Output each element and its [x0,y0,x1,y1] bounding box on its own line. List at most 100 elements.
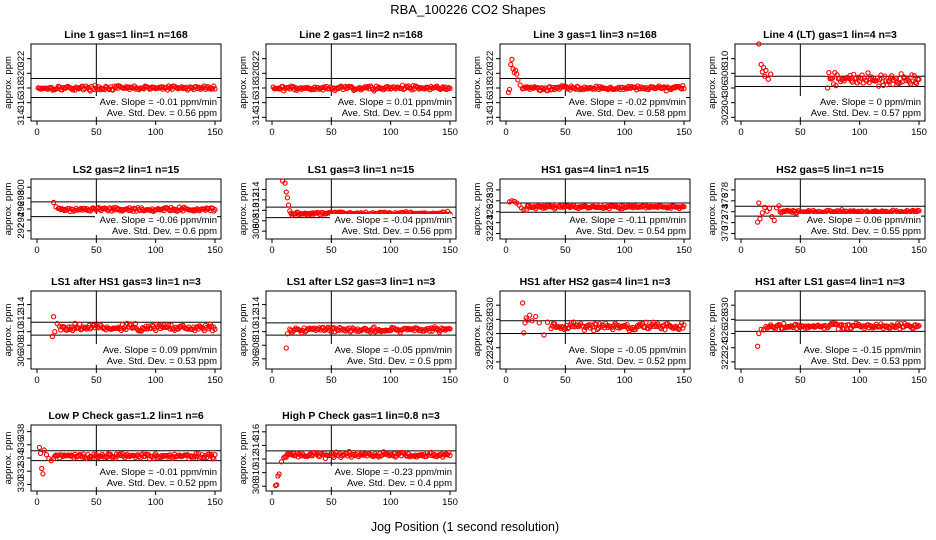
y-tick-label: 374 [720,204,731,220]
data-point [514,71,520,77]
slope: 0.09 [157,345,178,356]
y-tick-label: 306 [251,223,262,239]
std-dev-annotation: Ave. Std. Dev. = 0.5 ppm [347,356,452,367]
data-point [519,300,526,306]
data-point [897,79,903,86]
sd-label: Ave. Std. Dev. = [342,226,410,237]
data-point [595,86,602,93]
sd-unit: ppm [431,478,452,489]
slope-unit: ppm/min [647,97,686,108]
slope-unit: ppm/min [178,467,217,478]
plot-frame [499,43,691,122]
x-tick-label: 0 [738,245,743,256]
data-point [681,85,687,92]
y-tick-label: 326 [720,326,731,342]
y-tick-label: 310 [16,324,27,340]
y-axis-label: approx. ppm [238,56,249,109]
data-point [193,451,199,457]
y-tick-label: 322 [485,51,496,67]
data-point [911,72,917,79]
y-tick-label: 320 [485,65,496,81]
x-tick-label: 0 [34,127,39,138]
chart-panel-13: Low P Check gas=1.2 lin=1 n=6 approx. ppm… [3,410,223,508]
y-tick-label: 330 [485,297,496,313]
annotation-bg [330,96,452,117]
x-tick-label: 0 [503,375,508,386]
x-tick-label: 0 [738,127,743,138]
plot-frame [734,43,926,122]
data-point [876,83,882,89]
y-tick-label: 324 [720,340,731,356]
y-tick-label: 376 [720,193,731,209]
y-tick-label: 316 [16,95,27,111]
slope: -0.15 [858,345,882,356]
data-point [168,454,174,460]
data-point [80,451,86,457]
data-point [441,326,447,332]
y-axis-label: approx. ppm [238,432,249,485]
data-point [593,321,599,327]
y-tick-label: 312 [251,192,262,208]
y-tick-label: 308 [251,478,262,494]
slope-unit: ppm/min [413,467,452,478]
slope-annotation: Ave. Slope = -0.06 ppm/min [100,215,217,226]
data-point [624,204,630,210]
data-point [521,206,527,213]
data-point [541,332,547,338]
sd-label: Ave. Std. Dev. = [342,108,410,119]
x-tick-label: 150 [442,497,458,508]
data-point [681,204,687,210]
slope: -0.05 [623,345,647,356]
sd-unit: ppm [196,108,217,119]
sd-label: Ave. Std. Dev. = [811,226,879,237]
std-dev-annotation: Ave. Std. Dev. = 0.53 ppm [811,356,921,367]
x-tick-label: 100 [383,375,399,386]
annotation-bg [95,96,217,117]
sd-label: Ave. Std. Dev. = [576,356,644,367]
chart-panel-6: LS1 gas=3 lin=1 n=15 approx. ppm 0 50 100 150… [238,164,458,256]
sd: 0.56 [410,226,431,237]
data-point [325,324,331,331]
x-tick-label: 150 [676,127,692,138]
y-axis-label: approx. ppm [472,304,483,357]
y-tick-label: 314 [251,109,262,125]
panel-title: Line 4 (LT) gas=1 lin=4 n=3 [763,29,897,41]
slope: -0.01 [154,467,178,478]
x-tick-label: 150 [676,245,692,256]
slope-label: Ave. Slope = [100,467,154,478]
data-point [371,324,377,330]
y-axis-label: approx. ppm [3,432,14,485]
data-point [833,82,839,89]
slope-annotation: Ave. Slope = -0.15 ppm/min [804,345,921,356]
annotation-bg [95,466,217,487]
y-tick-label: 308 [251,337,262,353]
x-tick-label: 150 [207,127,223,138]
sd-unit: ppm [900,356,921,367]
y-tick-label: 308 [16,337,27,353]
x-tick-label: 50 [91,375,102,386]
data-point [506,86,513,93]
data-point [762,204,768,211]
annotation-bg [564,214,686,235]
data-point [212,206,218,213]
y-tick-label: 310 [720,51,731,67]
sd-label: Ave. Std. Dev. = [811,108,879,119]
y-tick-label: 300 [16,179,27,195]
data-point [37,450,44,457]
y-axis-label: approx. ppm [3,56,14,109]
slope-label: Ave. Slope = [820,97,874,108]
data-point [196,455,203,461]
data-point [868,74,875,80]
x-tick-label: 50 [795,245,806,256]
data-point [643,319,649,325]
data-point [582,86,589,92]
slope-unit: ppm/min [178,97,217,108]
data-point [756,200,762,206]
data-point [574,204,580,210]
data-point [72,320,78,326]
y-tick-label: 316 [251,95,262,111]
data-point [276,471,282,477]
y-tick-label: 322 [16,51,27,67]
sd-unit: ppm [665,226,686,237]
plot-frame [499,178,691,240]
